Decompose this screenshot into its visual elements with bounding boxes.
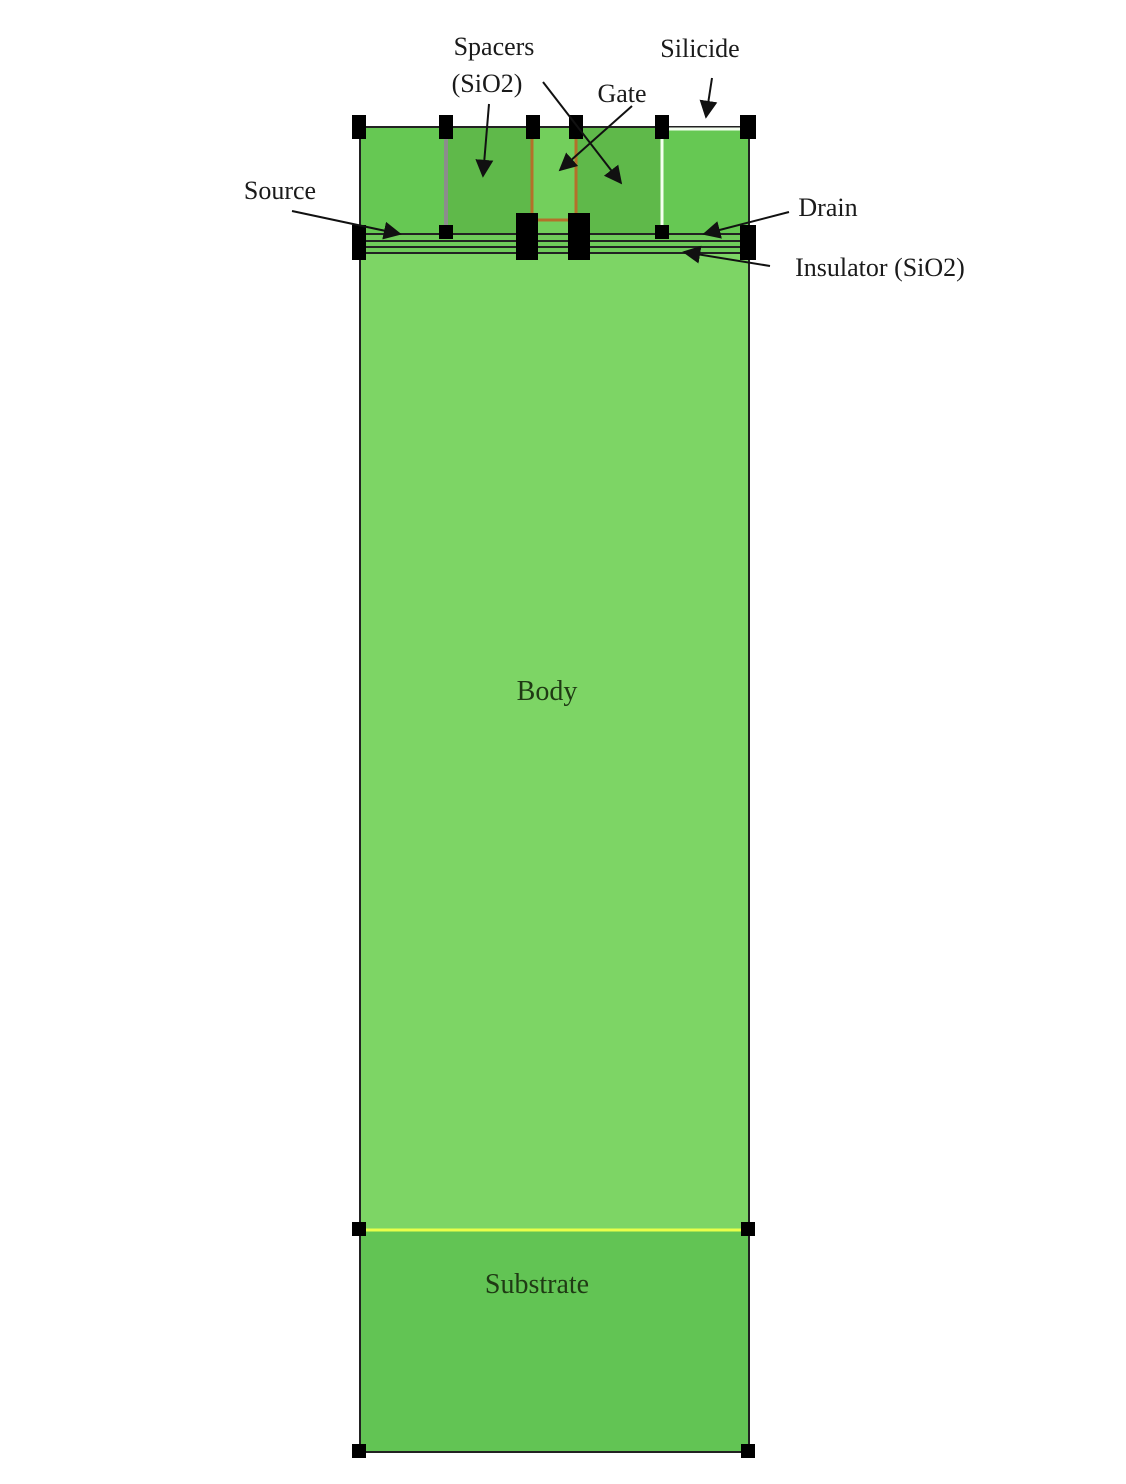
silicide-label: Silicide — [660, 34, 739, 63]
annotation-arrows — [291, 77, 790, 267]
node-marker — [352, 1222, 366, 1236]
source-arrow — [291, 210, 402, 240]
drain-label: Drain — [798, 193, 857, 222]
node-marker — [568, 213, 590, 260]
mesh-nodes — [352, 115, 756, 1458]
source-label: Source — [244, 176, 316, 205]
node-marker — [516, 213, 538, 260]
node-marker — [439, 225, 453, 239]
node-marker — [352, 225, 366, 260]
source-region — [359, 126, 447, 235]
node-marker — [352, 115, 366, 139]
node-marker — [741, 1222, 755, 1236]
node-marker — [740, 115, 756, 139]
spacers-arrow-left — [475, 103, 494, 178]
silicide-arrow — [699, 77, 718, 119]
body-region — [359, 251, 750, 1231]
gate-label: Gate — [597, 79, 646, 108]
node-marker — [741, 1444, 755, 1458]
node-marker — [740, 225, 756, 260]
drain-arrow — [702, 211, 790, 239]
spacers-arrow-right — [542, 81, 623, 185]
substrate-region — [359, 1229, 750, 1453]
node-marker — [352, 1444, 366, 1458]
spacers-label-line2: (SiO2) — [452, 69, 523, 98]
insulator-label: Insulator (SiO2) — [795, 253, 965, 282]
spacers-label-line1: Spacers — [454, 32, 535, 61]
substrate-label: Substrate — [485, 1269, 589, 1300]
node-marker — [439, 115, 453, 139]
node-marker — [655, 225, 669, 239]
insulator-layer — [360, 234, 749, 252]
drain-region — [661, 126, 750, 235]
gate-arrow — [558, 105, 633, 172]
insulator-arrow — [682, 245, 771, 267]
node-marker — [655, 115, 669, 139]
body-label: Body — [517, 676, 578, 707]
node-marker — [526, 115, 540, 139]
